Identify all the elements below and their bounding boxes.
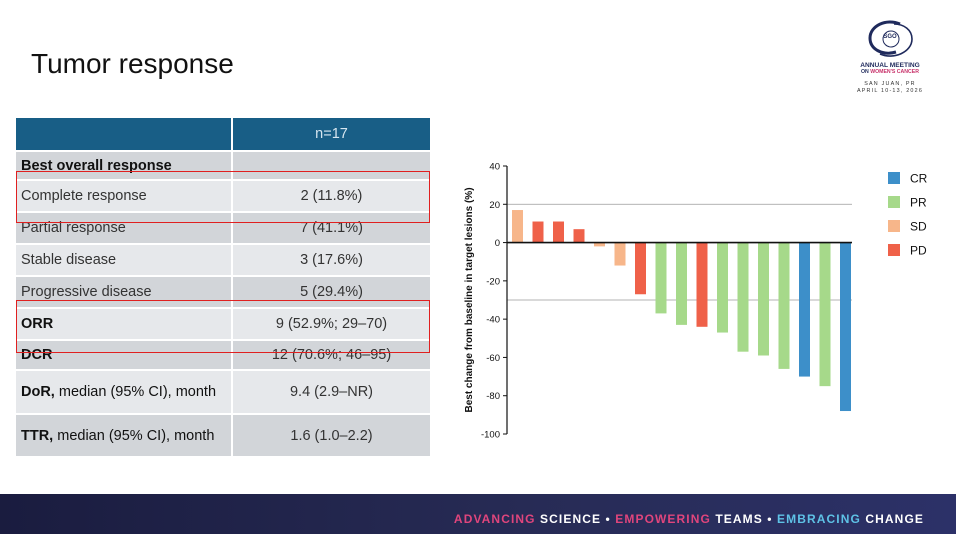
legend-label: PR: [910, 196, 927, 210]
legend-label: SD: [910, 220, 927, 234]
bar-cr: [799, 242, 810, 377]
y-tick-label: -40: [486, 315, 500, 326]
table-row: DoR, median (95% CI), month 9.4 (2.9–NR): [16, 369, 430, 414]
row-value: 12 (70.6%; 46–95): [232, 339, 430, 370]
logo-location: SAN JUAN, PR: [864, 81, 916, 87]
row-value: [232, 150, 430, 180]
legend-swatch: [888, 196, 900, 208]
bar-pd: [553, 221, 564, 243]
table-row: DCR 12 (70.6%; 46–95): [16, 339, 430, 370]
bar-pr: [655, 242, 667, 314]
row-value: 5 (29.4%): [232, 275, 430, 308]
bar-cr: [840, 242, 851, 412]
row-value: 1.6 (1.0–2.2): [232, 413, 430, 456]
bar-pr: [717, 242, 728, 333]
bar-sd: [594, 242, 605, 247]
waterfall-chart: 40 20 0 -20 -40 -60 -80 -100 CR PR SD PD Best chan…: [464, 162, 928, 441]
table-row: Progressive disease 5 (29.4%): [16, 275, 430, 308]
footer-banner: ADVANCING SCIENCE • EMPOWERING TEAMS • E…: [0, 494, 956, 534]
table-header-empty: [16, 118, 233, 151]
footer-tagline: ADVANCING SCIENCE • EMPOWERING TEAMS • E…: [453, 512, 924, 526]
bar-pd: [573, 229, 585, 243]
tumor-response-table: n=17 Best overall response Complete resp…: [16, 118, 430, 456]
table-header-n: n=17: [232, 118, 430, 151]
table-row: Stable disease 3 (17.6%): [16, 243, 430, 276]
bar-sd: [512, 210, 523, 243]
y-axis-label: Best change from baseline in target lesi…: [464, 187, 475, 412]
bar-pd: [532, 221, 544, 243]
sgo-logo: SGO ANNUAL MEETING ON WOMEN'S CANCER SAN…: [852, 18, 928, 94]
table-row: Best overall response: [16, 150, 430, 180]
row-value: 2 (11.8%): [232, 179, 430, 212]
sgo-emblem-text: SGO: [883, 34, 897, 40]
legend-label: CR: [910, 172, 928, 186]
table-row: Complete response 2 (11.8%): [16, 179, 430, 212]
y-tick-label: -80: [486, 391, 500, 402]
slide-title: Tumor response: [31, 48, 234, 79]
y-tick-label: -100: [481, 430, 500, 441]
row-value: 3 (17.6%): [232, 243, 430, 276]
logo-line1: ANNUAL MEETING: [860, 62, 920, 69]
row-value: 9.4 (2.9–NR): [232, 369, 430, 414]
y-tick-label: 0: [495, 238, 500, 249]
bar-sd: [614, 242, 626, 266]
y-tick-label: -20: [486, 276, 500, 287]
row-label: Best overall response: [16, 150, 233, 180]
legend-swatch: [888, 172, 900, 184]
legend-swatch: [888, 220, 900, 232]
row-label: Complete response: [16, 179, 233, 212]
table-row: TTR, median (95% CI), month 1.6 (1.0–2.2…: [16, 413, 430, 456]
highlight-orr: [16, 300, 430, 353]
bar-pr: [737, 242, 749, 352]
row-label: Partial response: [16, 211, 233, 244]
y-tick-label: 20: [489, 200, 500, 211]
row-value: 7 (41.1%): [232, 211, 430, 244]
row-label: TTR, median (95% CI), month: [16, 413, 233, 456]
row-label: ORR: [16, 307, 233, 340]
bars: [512, 210, 851, 412]
y-tick-label: 40: [489, 162, 500, 173]
logo-dates: APRIL 10-13, 2026: [856, 88, 924, 94]
legend: CR PR SD PD: [888, 172, 928, 258]
y-axis: 40 20 0 -20 -40 -60 -80 -100: [481, 162, 852, 441]
bar-pr: [676, 242, 687, 325]
sgo-emblem-icon: [868, 20, 913, 57]
bar-pd: [635, 242, 646, 295]
highlight-complete-response: [16, 171, 430, 223]
logo-line2: ON WOMEN'S CANCER: [860, 69, 920, 75]
y-tick-label: -60: [486, 353, 500, 364]
row-label: Stable disease: [16, 243, 233, 276]
legend-swatch: [888, 244, 900, 256]
table-header-row: n=17: [16, 118, 430, 151]
bar-pr: [778, 242, 790, 369]
table-row: Partial response 7 (41.1%): [16, 211, 430, 244]
legend-label: PD: [910, 244, 927, 258]
bar-pd: [696, 242, 708, 327]
bar-pr: [758, 242, 769, 356]
row-label: DoR, median (95% CI), month: [16, 369, 233, 414]
row-value: 9 (52.9%; 29–70): [232, 307, 430, 340]
bar-pr: [819, 242, 831, 387]
table-row: ORR 9 (52.9%; 29–70): [16, 307, 430, 340]
row-label: Progressive disease: [16, 275, 233, 308]
row-label: DCR: [16, 339, 233, 370]
